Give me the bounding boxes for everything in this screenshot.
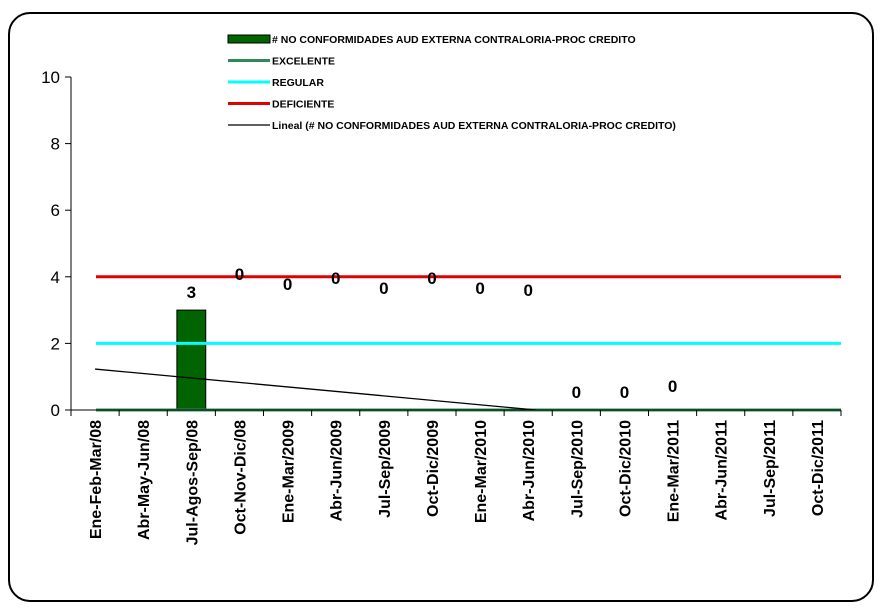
x-category-label: Oct-Dic/2011: [810, 420, 827, 516]
x-category-label: Abr-Jun/2010: [521, 420, 538, 521]
legend: # NO CONFORMIDADES AUD EXTERNA CONTRALOR…: [227, 34, 676, 132]
y-tick-label: 4: [51, 268, 60, 287]
y-tick-label: 8: [51, 135, 60, 154]
x-category-label: Abr-Jun/2011: [714, 420, 731, 521]
data-label: 0: [475, 279, 484, 298]
data-labels: 3 0 0 0 0 0 0 0 0 0 0: [187, 265, 678, 402]
chart-frame: [8, 12, 874, 602]
x-category-label: Oct-Dic/2009: [425, 420, 442, 517]
y-tick-label: 6: [51, 201, 60, 220]
data-label: 3: [187, 283, 196, 302]
legend-label: Lineal (# NO CONFORMIDADES AUD EXTERNA C…: [272, 120, 676, 132]
x-category-label: Jul-Sep/2009: [377, 420, 394, 518]
legend-label: DEFICIENTE: [272, 99, 334, 111]
data-label: 0: [572, 383, 581, 402]
y-tick-label: 2: [51, 334, 60, 353]
data-label: 0: [283, 275, 292, 294]
x-category-label: Ene-Feb-Mar/08: [88, 420, 105, 539]
legend-label: REGULAR: [272, 77, 324, 89]
x-category-label: Ene-Mar/2009: [281, 420, 298, 523]
x-category-label: Oct-Nov-Dic/08: [232, 420, 249, 535]
x-category-label: Abr-May-Jun/08: [136, 420, 153, 540]
legend-label: EXCELENTE: [272, 56, 335, 68]
x-category-label: Ene-Mar/2010: [473, 420, 490, 523]
legend-label: # NO CONFORMIDADES AUD EXTERNA CONTRALOR…: [272, 34, 636, 46]
axes: 0 2 4 6 8 10 Ene-Feb-Mar/08 Abr-May-Jun/08 Jul-A…: [41, 68, 842, 545]
y-tick-label: 0: [51, 401, 60, 420]
legend-swatch-bar: [227, 34, 271, 44]
bar: [176, 309, 207, 411]
x-category-label: Ene-Mar/2011: [666, 420, 683, 522]
x-category-label: Oct-Dic/2010: [617, 420, 634, 517]
data-label: 0: [620, 383, 629, 402]
x-category-label: Jul-Agos-Sep/08: [184, 420, 201, 545]
bars: [176, 309, 207, 411]
data-label: 0: [331, 269, 340, 288]
x-category-label: Jul-Sep/2010: [569, 420, 586, 518]
data-label: 0: [427, 269, 436, 288]
x-category-label: Jul-Sep/2011: [762, 420, 779, 517]
data-label: 0: [668, 377, 677, 396]
data-label: 0: [379, 279, 388, 298]
reference-lines: [95, 275, 841, 412]
trendline: [95, 368, 537, 411]
data-label: 0: [523, 281, 532, 300]
y-tick-label: 10: [41, 68, 60, 87]
x-category-label: Abr-Jun/2009: [329, 420, 346, 521]
data-label: 0: [235, 265, 244, 284]
